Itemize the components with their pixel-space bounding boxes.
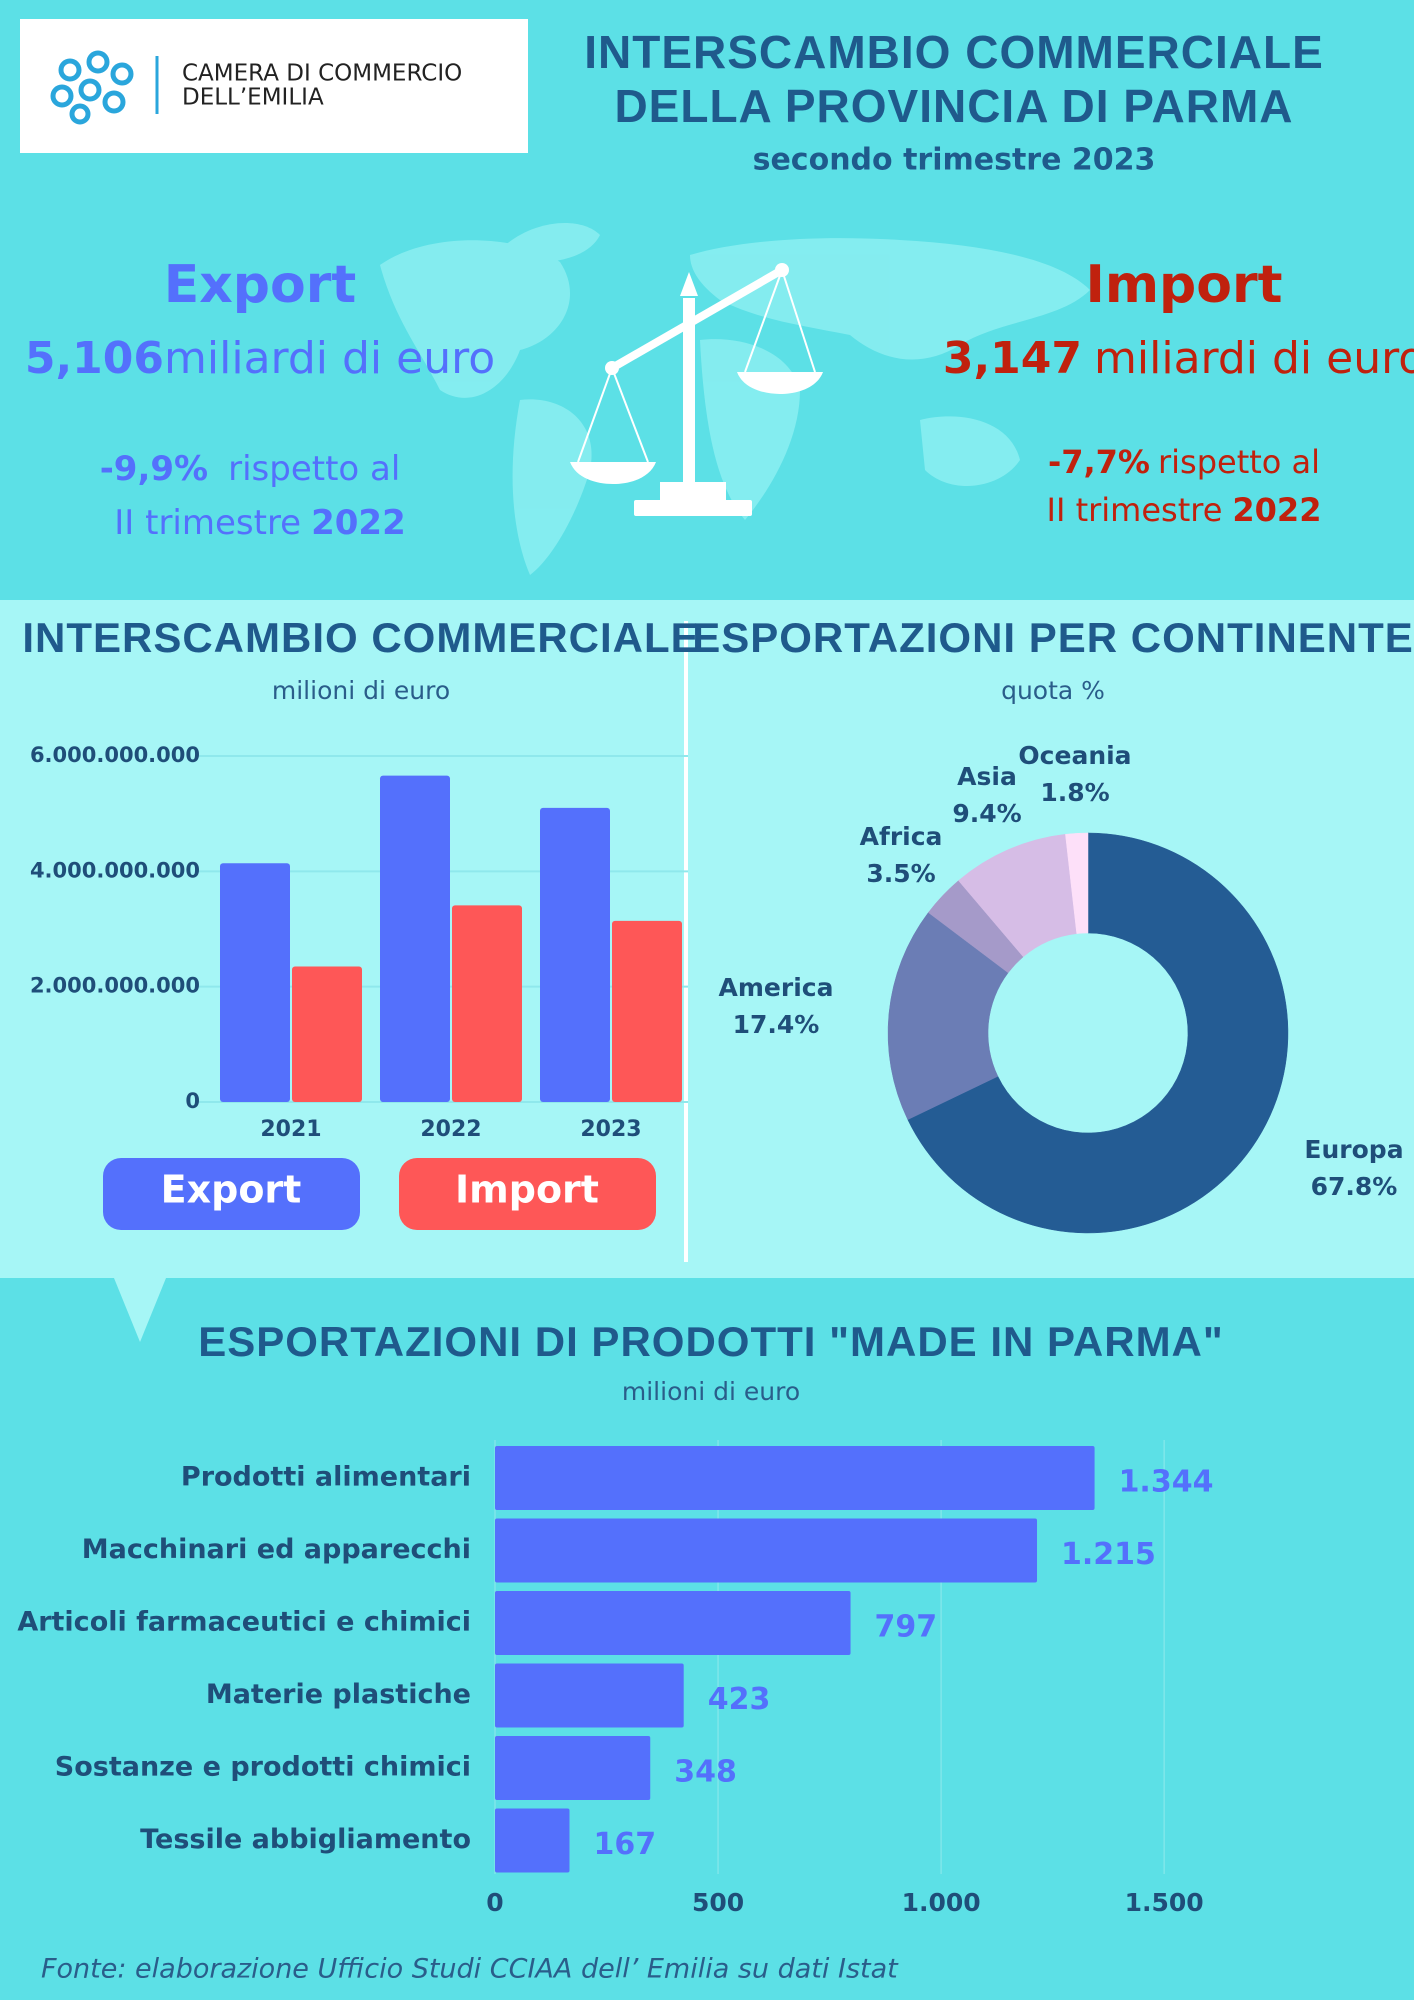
export-value-line: 5,106miliardi di euro (25, 333, 495, 384)
x-tick-label: 1.000 (902, 1888, 981, 1917)
slice-value-label: 9.4% (952, 799, 1021, 828)
bar (495, 1518, 1038, 1583)
import-year: 2022 (1232, 491, 1321, 529)
import-label: Import (1086, 255, 1283, 315)
bar (495, 1663, 684, 1728)
import-change-text: rispetto al (1158, 443, 1320, 481)
legend-label: Import (455, 1168, 599, 1212)
bar (495, 1808, 570, 1873)
value-label: 797 (875, 1610, 938, 1645)
logo-text: CAMERA DI COMMERCIO (182, 61, 462, 87)
x-tick-label: 1.500 (1125, 1888, 1204, 1917)
value-label: 167 (594, 1827, 657, 1862)
logo-box (20, 19, 528, 153)
value-label: 423 (708, 1682, 771, 1717)
slice-value-label: 3.5% (866, 859, 935, 888)
bar (495, 1736, 651, 1800)
pie-slice (887, 912, 1009, 1120)
bar (540, 807, 610, 1102)
import-period-line: II trimestre 2022 (1047, 491, 1322, 529)
import-change-line: -7,7% rispetto al (1048, 443, 1320, 481)
y-tick-label: 2.000.000.000 (30, 974, 200, 998)
slice-category-label: America (719, 973, 834, 1002)
value-label: 1.215 (1061, 1537, 1156, 1572)
logo-icon (50, 50, 134, 125)
y-tick-label: Prodotti alimentari (181, 1462, 471, 1493)
y-tick-label: Tessile abbigliamento (140, 1824, 471, 1855)
import-change: -7,7% (1048, 443, 1150, 481)
legend-swatch (399, 1158, 656, 1230)
value-label: 1.344 (1119, 1465, 1214, 1500)
y-tick-label: Sostanze e prodotti chimici (55, 1752, 471, 1783)
import-unit: miliardi di euro (1094, 333, 1414, 384)
slice-value-label: 17.4% (733, 1010, 820, 1039)
chart-title: ESPORTAZIONI PER CONTINENTE (692, 614, 1414, 661)
export-change-text: rispetto al (228, 449, 400, 489)
y-tick-label: 6.000.000.000 (30, 743, 200, 767)
y-tick-label: 0 (185, 1089, 200, 1113)
chart-title: INTERSCAMBIO COMMERCIALE (22, 614, 699, 661)
y-tick-label: Materie plastiche (206, 1679, 471, 1710)
world-map (380, 223, 1090, 575)
bar (495, 1591, 851, 1655)
export-value: 5,106 (25, 333, 164, 384)
x-tick-label: 2022 (420, 1117, 481, 1142)
x-tick-label: 2023 (580, 1117, 641, 1142)
main-title: DELLA PROVINCIA DI PARMA (614, 80, 1293, 132)
slice-category-label: Europa (1304, 1135, 1403, 1164)
export-change-line: -9,9% rispetto al (100, 449, 401, 489)
export-label: Export (164, 255, 357, 315)
export-unit: miliardi di euro (164, 333, 495, 384)
chart-subtitle: milioni di euro (272, 676, 450, 705)
export-period: II trimestre (114, 503, 301, 543)
x-tick-label: 0 (486, 1888, 503, 1917)
pointer (114, 1278, 166, 1342)
logo-text: DELL’EMILIA (182, 85, 324, 111)
slice-category-label: Asia (957, 762, 1017, 791)
main-subtitle: secondo trimestre 2023 (753, 143, 1156, 178)
value-label: 348 (674, 1755, 737, 1790)
slice-category-label: Africa (860, 822, 943, 851)
chart-subtitle: quota % (1001, 676, 1105, 705)
x-tick-label: 500 (692, 1888, 744, 1917)
bar (220, 863, 290, 1102)
bar (452, 905, 522, 1102)
legend-swatch (103, 1158, 360, 1230)
slice-category-label: Oceania (1018, 741, 1131, 770)
export-period-line: II trimestre 2022 (114, 503, 406, 543)
bar (612, 920, 682, 1102)
pie-slice (907, 832, 1289, 1234)
import-period: II trimestre (1047, 491, 1223, 529)
x-tick-label: 2021 (260, 1117, 321, 1142)
slice-value-label: 1.8% (1040, 778, 1109, 807)
chart-subtitle: milioni di euro (622, 1377, 800, 1406)
bar (380, 775, 450, 1102)
y-tick-label: Macchinari ed apparecchi (82, 1534, 471, 1565)
bar (292, 966, 362, 1102)
export-change: -9,9% (100, 449, 208, 489)
y-tick-label: 4.000.000.000 (30, 858, 200, 882)
y-tick-label: Articoli farmaceutici e chimici (17, 1607, 471, 1638)
export-year: 2022 (311, 503, 406, 543)
slice-value-label: 67.8% (1311, 1172, 1398, 1201)
main-title: INTERSCAMBIO COMMERCIALE (584, 26, 1324, 78)
import-value: 3,147 (943, 333, 1082, 384)
source-note: Fonte: elaborazione Ufficio Studi CCIAA … (41, 1954, 899, 1985)
bar (495, 1446, 1095, 1510)
chart-title: ESPORTAZIONI DI PRODOTTI "MADE IN PARMA" (198, 1318, 1224, 1365)
legend-label: Export (161, 1168, 302, 1212)
pie-slice (1065, 832, 1089, 934)
import-value-line: 3,147 miliardi di euro (943, 333, 1414, 384)
balance-icon (570, 263, 823, 516)
